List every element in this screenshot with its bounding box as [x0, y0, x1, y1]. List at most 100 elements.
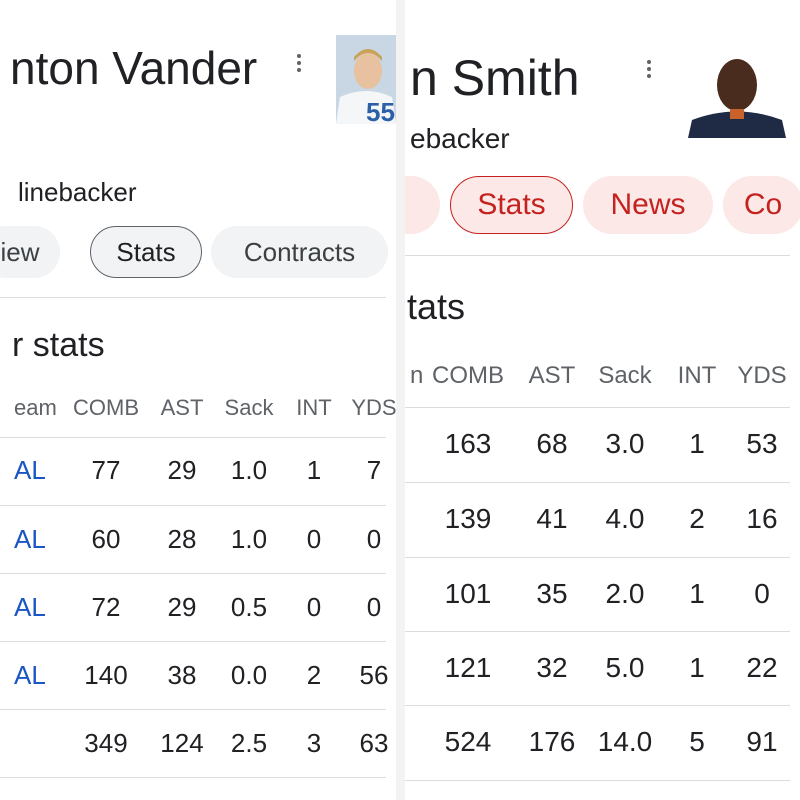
stat-cell: 2.0: [605, 578, 645, 609]
total-cell: 124: [160, 728, 204, 758]
player-photo: 55: [336, 35, 396, 124]
stat-cell: 1: [306, 455, 322, 485]
stat-cell: 2: [689, 503, 705, 534]
stat-cell: 5.0: [605, 652, 645, 683]
stat-cell: 101: [444, 578, 492, 609]
stat-cell: 1.0: [230, 524, 268, 554]
row-separator: [0, 777, 386, 778]
stat-cell: 72: [91, 592, 121, 622]
stat-cell: 0.0: [230, 660, 268, 690]
row-separator: [405, 407, 790, 408]
stat-cell: 4.0: [605, 503, 645, 534]
total-cell: 2.5: [230, 728, 268, 758]
player-position: linebacker: [18, 177, 137, 207]
row-separator: [0, 709, 386, 710]
menu-button[interactable]: [647, 60, 651, 81]
row-separator: [405, 705, 790, 706]
stat-cell: 140: [84, 660, 128, 690]
stat-cell: 68: [536, 428, 568, 459]
column-header: eam: [14, 395, 57, 420]
column-header: AST: [528, 362, 576, 389]
stat-cell: 0: [306, 524, 322, 554]
stat-cell: 16: [746, 503, 778, 534]
tab-chip[interactable]: Contracts: [211, 226, 388, 278]
stat-cell: 28: [167, 524, 197, 554]
section-title: tats: [407, 286, 466, 327]
column-header: n: [410, 362, 424, 389]
stat-cell: 3.0: [605, 428, 645, 459]
tab-chip[interactable]: iew: [0, 226, 60, 278]
tab-chip[interactable]: News: [583, 176, 713, 234]
stat-cell: 0: [754, 578, 770, 609]
row-separator: [405, 780, 790, 781]
stat-cell: 2: [306, 660, 322, 690]
player-name: nton Vander: [10, 42, 258, 94]
tab-chip[interactable]: Stats: [450, 176, 573, 234]
stat-cell: 163: [444, 428, 492, 459]
stat-cell: 1: [689, 652, 705, 683]
row-separator: [0, 573, 386, 574]
stat-cell: 41: [536, 503, 568, 534]
column-header: Sack: [598, 362, 652, 389]
column-header: Sack: [224, 395, 274, 420]
row-separator: [405, 482, 790, 483]
row-separator: [0, 505, 386, 506]
stat-cell: 32: [536, 652, 568, 683]
stat-cell: 29: [167, 455, 197, 485]
stat-cell: 60: [91, 524, 121, 554]
team-link: AL: [14, 524, 46, 554]
stat-cell: 121: [444, 652, 492, 683]
svg-text:55: 55: [366, 97, 395, 124]
divider: [405, 255, 790, 256]
total-cell: 5: [689, 726, 705, 757]
total-cell: 63: [359, 728, 389, 758]
player-name: n Smith: [410, 50, 580, 106]
tab-chip[interactable]: Co: [723, 176, 800, 234]
team-link: AL: [14, 660, 46, 690]
stat-cell: 0: [366, 524, 382, 554]
stat-cell: 0: [366, 592, 382, 622]
right-panel: n Smith ebacker vStatsNewsCo tats n COMB AST Sa…: [405, 0, 800, 800]
row-separator: [405, 631, 790, 632]
section-title: r stats: [12, 326, 105, 364]
total-cell: 14.0: [597, 726, 653, 757]
stat-cell: 56: [359, 660, 389, 690]
stat-cell: 77: [91, 455, 121, 485]
stat-cell: 22: [746, 652, 778, 683]
row-separator: [0, 437, 386, 438]
column-header: COMB: [432, 362, 504, 389]
menu-button[interactable]: [297, 54, 301, 75]
stat-cell: 0: [306, 592, 322, 622]
column-header: AST: [160, 395, 204, 420]
column-header: INT: [677, 362, 717, 389]
column-header: YDS: [737, 362, 787, 389]
total-cell: 524: [444, 726, 492, 757]
stat-cell: 1.0: [230, 455, 268, 485]
column-header: INT: [296, 395, 332, 420]
stat-cell: 29: [167, 592, 197, 622]
column-header: YDS: [351, 395, 396, 420]
stat-cell: 53: [746, 428, 778, 459]
stat-cell: 35: [536, 578, 568, 609]
player-photo: [688, 45, 786, 138]
total-cell: 349: [84, 728, 128, 758]
stat-cell: 7: [366, 455, 382, 485]
team-link: AL: [14, 592, 46, 622]
stat-cell: 1: [689, 428, 705, 459]
row-separator: [0, 641, 386, 642]
column-header: COMB: [73, 395, 139, 420]
left-panel: 55 nton Vander linebacker iew Stats Contract…: [0, 0, 396, 800]
player-position: ebacker: [410, 123, 510, 154]
team-link: AL: [14, 455, 46, 485]
stat-cell: 38: [167, 660, 197, 690]
stat-cell: 139: [444, 503, 492, 534]
stat-cell: 0.5: [230, 592, 268, 622]
row-separator: [405, 557, 790, 558]
divider: [0, 297, 386, 298]
stat-cell: 1: [689, 578, 705, 609]
tab-chip[interactable]: v: [405, 176, 440, 234]
total-cell: 176: [528, 726, 576, 757]
total-cell: 91: [746, 726, 778, 757]
tab-chip[interactable]: Stats: [90, 226, 202, 278]
